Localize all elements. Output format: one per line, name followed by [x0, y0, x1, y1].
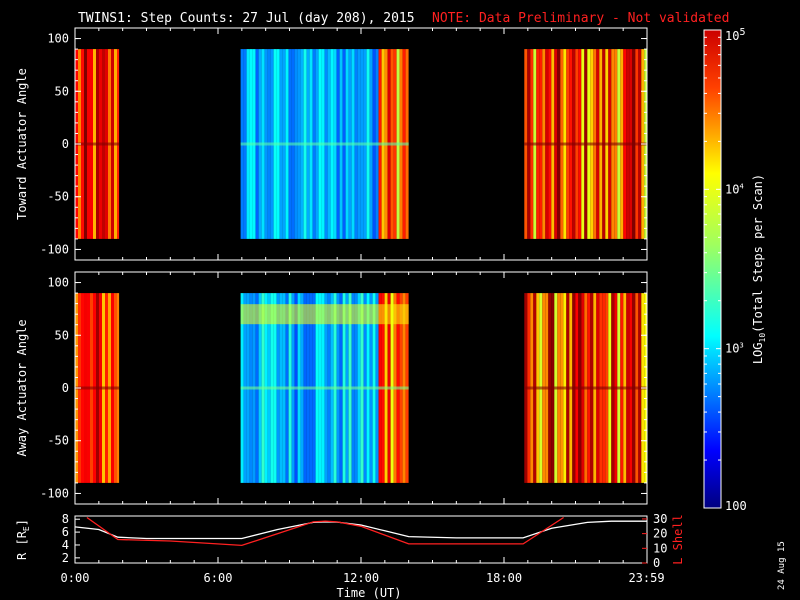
y-left-tick-label: 8	[62, 512, 69, 526]
colorbar-label-end: (Total Steps per Scan)	[751, 174, 765, 333]
y-right-tick-label: 0	[653, 556, 660, 570]
high-count-band	[240, 304, 409, 325]
lshell-axis-label: L Shell	[671, 514, 685, 565]
colorbar-tick-base: 100	[725, 499, 747, 513]
colorbar-label-sub: 10	[758, 333, 767, 343]
y-tick-label: 0	[62, 381, 69, 395]
y-tick-label: 100	[47, 32, 69, 46]
y-tick-label: -100	[40, 486, 69, 500]
data-block	[240, 293, 409, 483]
data-block	[240, 49, 409, 239]
colorbar-tick-exp: 5	[739, 27, 745, 38]
x-tick-label: 12:00	[343, 571, 379, 585]
colorbar-tick-base: 10	[725, 29, 739, 43]
zero-angle-stripe	[240, 142, 409, 146]
r-axis-label-end: ]	[15, 519, 29, 526]
y-tick-label: -50	[47, 434, 69, 448]
data-block	[524, 293, 647, 483]
colorbar-tick-label: 105	[725, 27, 745, 43]
y-left-tick-label: 4	[62, 538, 69, 552]
zero-angle-stripe	[75, 142, 120, 146]
lshell-series-line	[86, 516, 564, 547]
r-axis-label: R [RE]	[15, 519, 31, 560]
y-right-tick-label: 30	[653, 512, 667, 526]
colorbar-tick-label: 103	[725, 342, 744, 356]
zero-angle-stripe	[75, 386, 120, 390]
data-block	[75, 49, 120, 239]
y-tick-label: 0	[62, 137, 69, 151]
colorbar-label-main: LOG	[751, 342, 765, 364]
zero-angle-stripe	[524, 142, 647, 146]
y-axis-label: Away Actuator Angle	[15, 319, 29, 456]
y-tick-label: -50	[47, 190, 69, 204]
colorbar-tick-base: 10	[725, 182, 739, 196]
x-axis-label: Time (UT)	[336, 586, 401, 600]
colorbar-tick-label: 104	[725, 182, 744, 196]
y-right-tick-label: 20	[653, 527, 667, 541]
colorbar-tick-exp: 3	[739, 342, 743, 350]
date-stamp: 24 Aug 15	[777, 541, 787, 590]
colorbar-tick-exp: 4	[739, 182, 743, 190]
x-tick-label: 0:00	[61, 571, 90, 585]
y-tick-label: 100	[47, 276, 69, 290]
x-tick-label: 18:00	[486, 571, 522, 585]
data-block	[75, 293, 120, 483]
y-axis-label: Toward Actuator Angle	[15, 68, 29, 220]
toward-heatmap-panel: 100 50 0 -50 -100 Toward Actuator Angle	[15, 27, 648, 261]
x-tick-label: 23:59	[628, 571, 664, 585]
colorbar-tick-label: 100	[725, 499, 747, 513]
y-left-tick-label: 2	[62, 551, 69, 565]
zero-angle-stripe	[240, 386, 409, 390]
colorbar-label: LOG10(Total Steps per Scan)	[751, 174, 767, 364]
y-tick-label: 50	[55, 84, 69, 98]
chart-title: TWINS1: Step Counts: 27 Jul (day 208), 2…	[78, 11, 415, 26]
r-axis-label-main: R [R	[15, 530, 29, 560]
colorbar-gradient	[703, 29, 722, 509]
preliminary-note: NOTE: Data Preliminary - Not validated	[432, 11, 729, 26]
y-tick-label: 50	[55, 328, 69, 342]
r-axis-label-sub: E	[22, 526, 31, 531]
data-block	[524, 49, 647, 239]
panel-background	[75, 516, 647, 563]
x-tick-label: 6:00	[204, 571, 233, 585]
y-tick-label: -100	[40, 242, 69, 256]
away-heatmap-panel: 100 50 0 -50 -100 Away Actuator Angle	[15, 271, 648, 505]
y-right-tick-label: 10	[653, 541, 667, 555]
y-left-tick-label: 6	[62, 525, 69, 539]
colorbar-tick-base: 10	[725, 342, 739, 356]
zero-angle-stripe	[524, 386, 647, 390]
